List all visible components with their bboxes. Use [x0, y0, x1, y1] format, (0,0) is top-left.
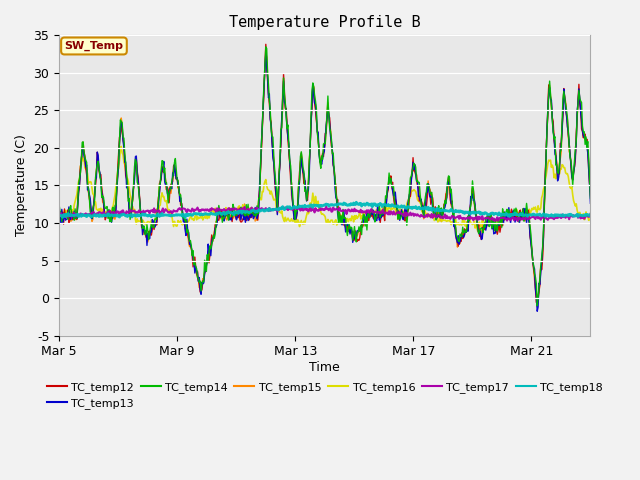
Legend: TC_temp12, TC_temp13, TC_temp14, TC_temp15, TC_temp16, TC_temp17, TC_temp18: TC_temp12, TC_temp13, TC_temp14, TC_temp… [42, 377, 607, 413]
Text: SW_Temp: SW_Temp [65, 41, 124, 51]
Y-axis label: Temperature (C): Temperature (C) [15, 134, 28, 237]
Title: Temperature Profile B: Temperature Profile B [229, 15, 420, 30]
X-axis label: Time: Time [309, 361, 340, 374]
